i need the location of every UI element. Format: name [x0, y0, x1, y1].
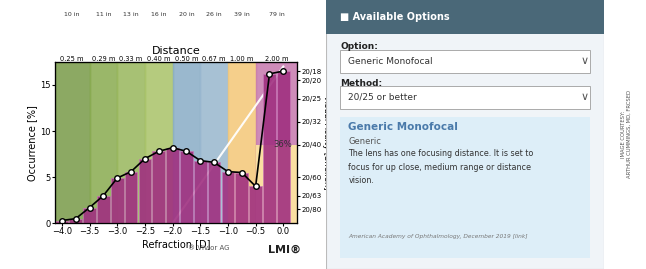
Bar: [172, 62, 200, 223]
Y-axis label: Visual Acuity [Snellen]: Visual Acuity [Snellen]: [322, 95, 331, 190]
Bar: [277, 71, 289, 223]
Bar: [235, 172, 248, 223]
Text: 10 in: 10 in: [65, 12, 80, 17]
X-axis label: Refraction [D]: Refraction [D]: [141, 239, 211, 249]
Bar: [56, 221, 68, 223]
Bar: [111, 178, 123, 223]
Text: ∨: ∨: [581, 56, 589, 66]
Text: IMAGE COURTESY:
ARTHUR CUMMINGS, MD, FRCSED: IMAGE COURTESY: ARTHUR CUMMINGS, MD, FRC…: [621, 90, 632, 179]
Text: 26 in: 26 in: [206, 12, 222, 17]
Text: Option:: Option:: [340, 42, 378, 51]
Bar: [138, 159, 151, 223]
Text: 20 in: 20 in: [178, 12, 194, 17]
Text: American Academy of Ophthalmology, December 2019 [link]: American Academy of Ophthalmology, Decem…: [348, 234, 528, 239]
Text: Generic Monofocal: Generic Monofocal: [348, 56, 433, 66]
Text: Generic: Generic: [348, 137, 381, 146]
Text: vision.: vision.: [348, 176, 374, 185]
Bar: [117, 62, 145, 223]
Bar: [125, 172, 138, 223]
Bar: [83, 208, 96, 223]
Text: focus for up close, medium range or distance: focus for up close, medium range or dist…: [348, 163, 532, 172]
Text: 20/25 or better: 20/25 or better: [348, 93, 417, 102]
Bar: [90, 62, 117, 223]
Bar: [263, 74, 276, 223]
Bar: [256, 62, 297, 223]
Text: 39 in: 39 in: [234, 12, 249, 17]
Y-axis label: Occurrence [%]: Occurrence [%]: [28, 105, 37, 180]
Bar: [326, 0, 604, 34]
Bar: [152, 151, 165, 223]
Bar: [166, 148, 179, 223]
Bar: [340, 117, 590, 258]
Text: 36%: 36%: [273, 140, 292, 149]
Text: Method:: Method:: [340, 79, 382, 88]
Text: 16 in: 16 in: [151, 12, 167, 17]
Bar: [69, 219, 82, 223]
Bar: [340, 86, 590, 109]
Bar: [200, 62, 228, 223]
Text: 79 in: 79 in: [269, 12, 284, 17]
Bar: [208, 162, 220, 223]
Text: ® Vivior AG: ® Vivior AG: [188, 245, 229, 251]
Bar: [222, 172, 234, 223]
Text: 13 in: 13 in: [123, 12, 139, 17]
Bar: [194, 161, 207, 223]
Bar: [249, 186, 262, 223]
Bar: [180, 151, 193, 223]
Bar: [55, 62, 90, 223]
Text: ■ Available Options: ■ Available Options: [340, 12, 450, 22]
Bar: [97, 196, 110, 223]
Bar: [228, 62, 256, 223]
Text: The lens has one focusing distance. It is set to: The lens has one focusing distance. It i…: [348, 149, 534, 158]
Text: 11 in: 11 in: [96, 12, 111, 17]
Text: ∨: ∨: [581, 92, 589, 102]
Text: LMI®: LMI®: [268, 245, 301, 255]
Bar: [145, 62, 172, 223]
Bar: [256, 145, 297, 223]
Bar: [340, 50, 590, 73]
X-axis label: Distance: Distance: [152, 47, 200, 56]
Text: Generic Monofocal: Generic Monofocal: [348, 122, 458, 132]
